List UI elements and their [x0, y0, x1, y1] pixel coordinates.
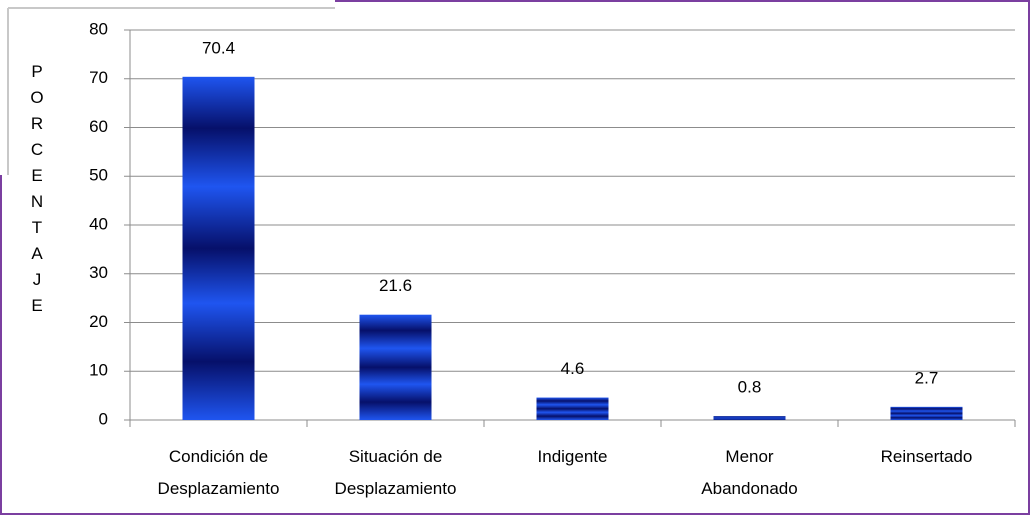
y-tick-label: 50	[89, 166, 108, 185]
value-label: 2.7	[915, 368, 939, 387]
value-label: 21.6	[379, 276, 412, 295]
y-tick-label: 10	[89, 361, 108, 380]
value-label: 4.6	[561, 359, 585, 378]
value-label: 0.8	[738, 378, 762, 397]
value-label: 70.4	[202, 38, 235, 57]
y-tick-label: 40	[89, 214, 108, 233]
frame-fade	[0, 0, 335, 175]
y-tick-label: 70	[89, 68, 108, 87]
y-tick-label: 60	[89, 117, 108, 136]
y-tick-label: 20	[89, 312, 108, 331]
y-tick-label: 0	[99, 409, 108, 428]
bar	[536, 397, 609, 420]
x-tick-label: Condición de Desplazamiento	[158, 447, 280, 498]
x-tick-label: Indigente	[538, 447, 608, 466]
x-tick-label: Reinsertado	[881, 447, 973, 466]
bar	[359, 314, 432, 420]
x-tick-label: Menor Abandonado	[701, 447, 797, 498]
bar	[713, 416, 786, 420]
bar	[890, 406, 963, 420]
y-tick-label: 80	[89, 19, 108, 38]
x-tick-label: Situación de Desplazamiento	[335, 447, 457, 498]
bar	[182, 76, 255, 421]
y-tick-label: 30	[89, 263, 108, 282]
